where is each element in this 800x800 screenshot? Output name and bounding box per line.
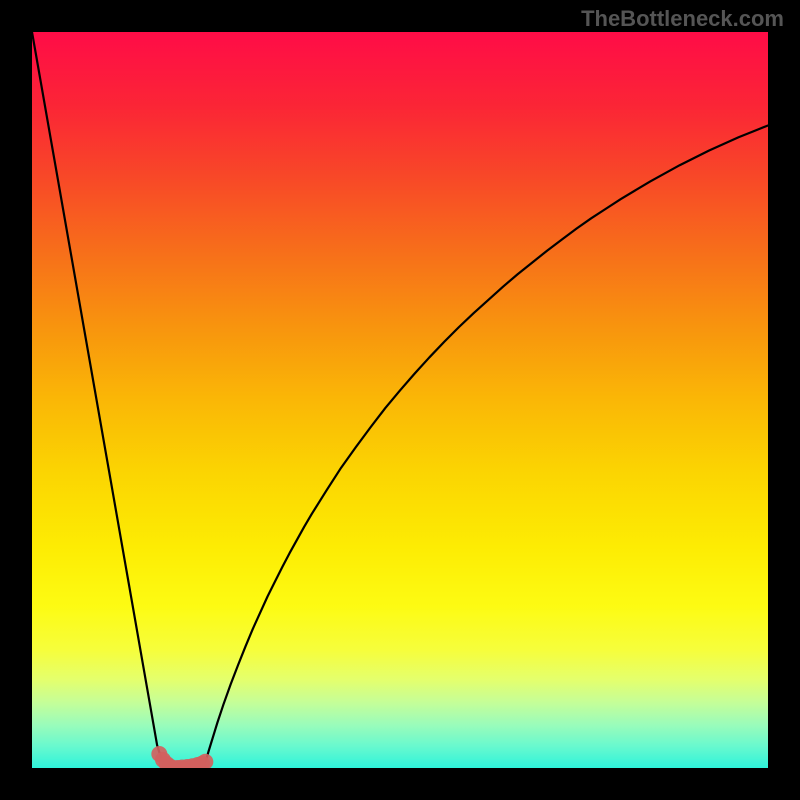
chart-canvas: TheBottleneck.com xyxy=(0,0,800,800)
watermark-text: TheBottleneck.com xyxy=(581,6,784,32)
plot-area xyxy=(32,32,768,768)
highlight-marker xyxy=(197,754,213,768)
highlight-markers xyxy=(32,32,768,768)
